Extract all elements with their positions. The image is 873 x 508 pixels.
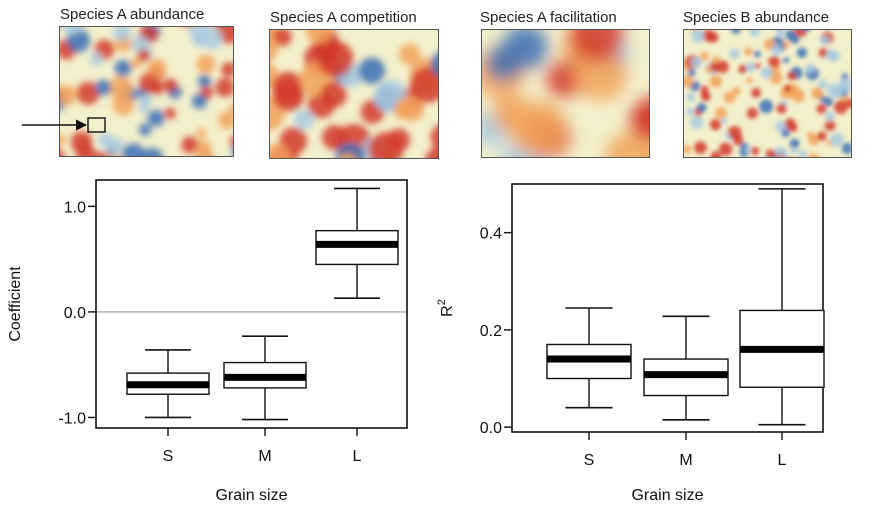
map-title-species-a-abundance: Species A abundance [60,6,205,23]
x-tick-label-M: M [679,452,692,469]
x-tick-label-M: M [258,448,271,465]
boxplot-panel-1: -1.0 0.0 1.0 S M L Grain size Coefficient [7,179,408,504]
y-axis-title: R2 [436,299,456,317]
plot-frame [95,179,408,429]
inset-marker-box [87,117,106,133]
plot-frame [511,183,824,433]
box-M [643,315,729,421]
y-tick-label: 1.0 [64,199,86,216]
map-title-species-b-abundance: Species B abundance [683,9,829,26]
x-tick-label-L: L [353,448,362,465]
map-species-a-competition [269,29,439,159]
x-axis-title: Grain size [631,487,703,504]
map-species-b-abundance [683,29,852,158]
box-L [739,188,825,426]
map-species-a-facilitation [481,29,650,158]
y-axis-title: Coefficient [7,266,24,342]
x-tick-label-L: L [778,452,787,469]
box-L [315,187,399,299]
x-axis-title: Grain size [215,487,287,504]
y-axis-title-superscript: 2 [436,299,448,305]
box-M [223,335,307,421]
map-title-species-a-facilitation: Species A facilitation [480,9,617,26]
map-title-species-a-competition: Species A competition [270,9,417,26]
y-tick-label: -1.0 [58,410,86,427]
y-tick-label: 0.4 [480,226,502,243]
y-tick-label: 0.2 [480,323,502,340]
box-S [126,349,210,419]
y-tick-label: 0.0 [64,305,86,322]
boxplot-panel-2: 0.0 0.2 0.4 S M L Grain size R2 [436,183,825,504]
x-tick-label-S: S [584,452,595,469]
map-species-a-abundance [59,26,234,157]
x-tick-label-S: S [163,448,174,465]
box-S [546,307,632,409]
y-tick-label: 0.0 [480,420,502,437]
